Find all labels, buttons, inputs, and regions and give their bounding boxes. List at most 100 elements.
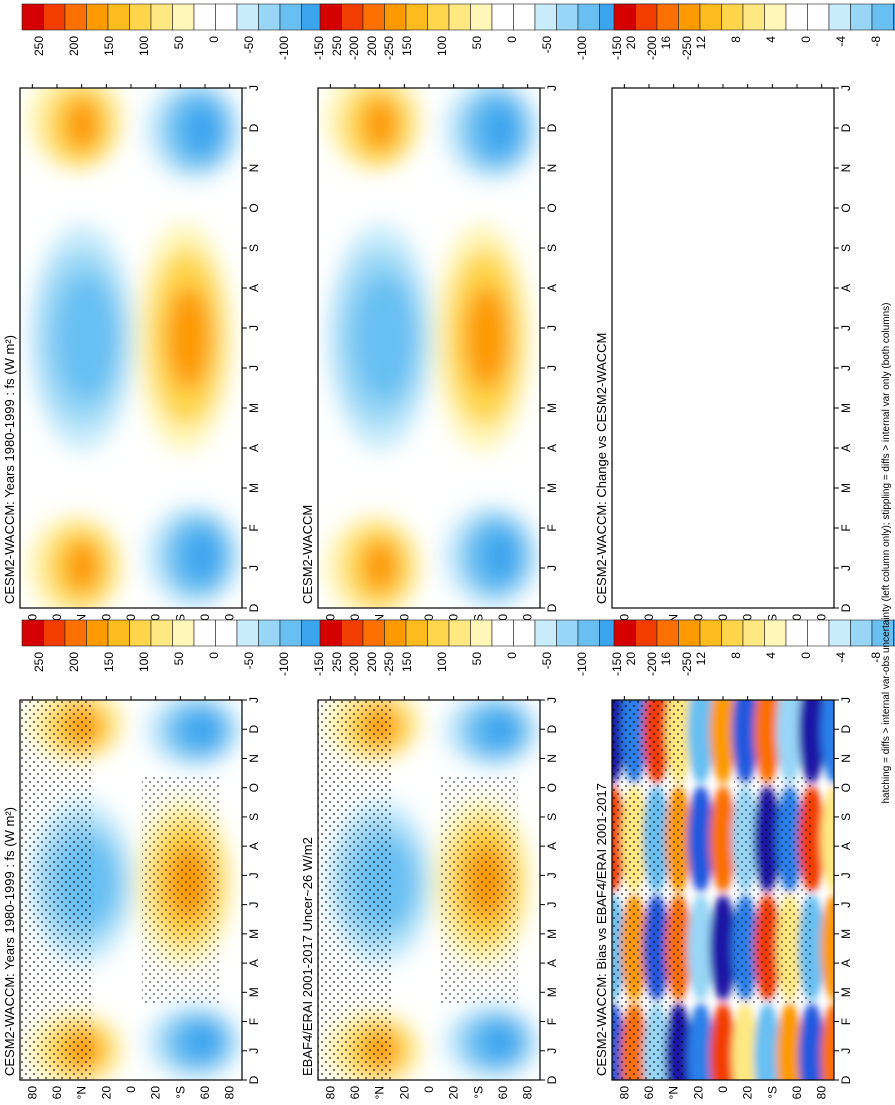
colorbar-swatch: [721, 619, 744, 647]
lat-tick-label: °N: [75, 1086, 89, 1099]
month-tick-label: M: [545, 987, 559, 997]
month-tick-label: M: [839, 483, 853, 493]
colorbar-label: 250: [330, 36, 344, 56]
colorbar-label: -200: [347, 36, 361, 60]
month-tick-label: J: [545, 697, 559, 703]
month-tick-label: D: [247, 123, 261, 132]
panel-title: EBAF4/ERAI 2001-2017 Uncer~26 W/m2: [300, 837, 315, 1076]
field-contour: [687, 785, 715, 893]
month-tick-label: M: [545, 483, 559, 493]
colorbar-label: 200: [365, 36, 379, 56]
month-tick-label: F: [545, 524, 559, 531]
colorbar-label: -250: [680, 652, 694, 676]
field-contour: [184, 530, 220, 582]
colorbar-swatch: [427, 619, 450, 647]
lat-tick-label: 0: [716, 1086, 730, 1093]
colorbar-label: -8: [869, 652, 883, 663]
stippling: [142, 776, 220, 1004]
colorbar-swatch: [785, 3, 808, 31]
month-tick-label: J: [839, 872, 853, 878]
month-tick-label: A: [247, 284, 261, 292]
colorbar-label: 20: [624, 652, 638, 666]
colorbar-swatch: [362, 3, 385, 31]
colorbar-swatch: [556, 3, 579, 31]
field-contour: [64, 98, 100, 151]
colorbar-swatch: [86, 619, 109, 647]
month-tick-label: J: [545, 365, 559, 371]
colorbar-swatch: [742, 619, 765, 647]
colorbar-label: 150: [102, 652, 116, 672]
field-contour: [55, 275, 118, 400]
lat-tick-label: 20: [149, 1086, 163, 1100]
field-contour: [482, 530, 518, 582]
colorbar-swatch: [258, 619, 281, 647]
field-contour: [776, 1002, 803, 1080]
colorbar-swatch: [172, 619, 195, 647]
field-contour: [362, 98, 398, 151]
month-tick-label: A: [247, 842, 261, 850]
field-contour: [709, 700, 737, 784]
colorbar-label: -100: [575, 36, 589, 60]
colorbar-swatch: [236, 3, 259, 31]
month-tick-label: M: [247, 929, 261, 939]
colorbar-swatch: [319, 619, 342, 647]
colorbar-label: 250: [330, 652, 344, 672]
colorbar-label: 0: [207, 36, 221, 43]
month-tick-label: A: [545, 842, 559, 850]
month-tick-label: J: [247, 325, 261, 331]
colorbar-swatch: [279, 619, 302, 647]
chart-panel: DJFMAMJJASONDJ8060°N20020°S6080CESM2-WAC…: [2, 84, 261, 627]
lat-tick-label: 60: [642, 1086, 656, 1100]
colorbar-swatch: [43, 3, 66, 31]
month-tick-label: A: [545, 284, 559, 292]
colorbar-swatch: [215, 619, 238, 647]
colorbar-swatch: [764, 619, 787, 647]
month-tick-label: A: [247, 959, 261, 967]
month-tick-label: D: [545, 123, 559, 132]
lat-tick-label: 0: [422, 614, 436, 621]
field-contour: [687, 1002, 715, 1080]
colorbar-swatch: [384, 619, 407, 647]
colorbar-label: 200: [67, 36, 81, 56]
field-contour: [687, 894, 715, 1001]
colorbar-swatch: [236, 619, 259, 647]
colorbar-swatch: [107, 3, 130, 31]
field-contour: [709, 894, 737, 1001]
field-contour: [820, 700, 834, 784]
field-contour: [353, 275, 416, 400]
colorbar-swatch: [21, 619, 44, 647]
lat-tick-label: °S: [471, 1086, 485, 1099]
colorbar-label: -250: [382, 36, 396, 60]
month-tick-label: A: [247, 444, 261, 452]
colorbar-swatch: [129, 619, 152, 647]
colorbar-label: 50: [470, 652, 484, 666]
month-tick-label: N: [839, 164, 853, 173]
lat-tick-label: °N: [667, 1086, 681, 1099]
stippling: [20, 700, 94, 1080]
month-tick-label: N: [545, 164, 559, 173]
lat-tick-label: 0: [124, 614, 138, 621]
month-tick-label: D: [839, 725, 853, 734]
lat-tick-label: 20: [397, 1086, 411, 1100]
colorbar-swatch: [656, 3, 679, 31]
colorbar-swatch: [656, 619, 679, 647]
colorbar-label: 16: [659, 36, 673, 50]
month-tick-label: A: [545, 444, 559, 452]
colorbar-label: 8: [729, 652, 743, 659]
lat-tick-label: 80: [617, 1086, 631, 1100]
lat-tick-label: 80: [815, 1086, 829, 1100]
month-tick-label: A: [545, 959, 559, 967]
colorbar-swatch: [43, 619, 66, 647]
field-contour: [820, 785, 834, 893]
colorbar-swatch: [678, 619, 701, 647]
month-tick-label: M: [839, 929, 853, 939]
colorbar-swatch: [534, 619, 557, 647]
month-tick-label: J: [247, 872, 261, 878]
colorbar-swatch: [513, 619, 536, 647]
colorbar-label: 16: [659, 652, 673, 666]
field-contour: [820, 1002, 834, 1080]
colorbar-swatch: [470, 3, 493, 31]
